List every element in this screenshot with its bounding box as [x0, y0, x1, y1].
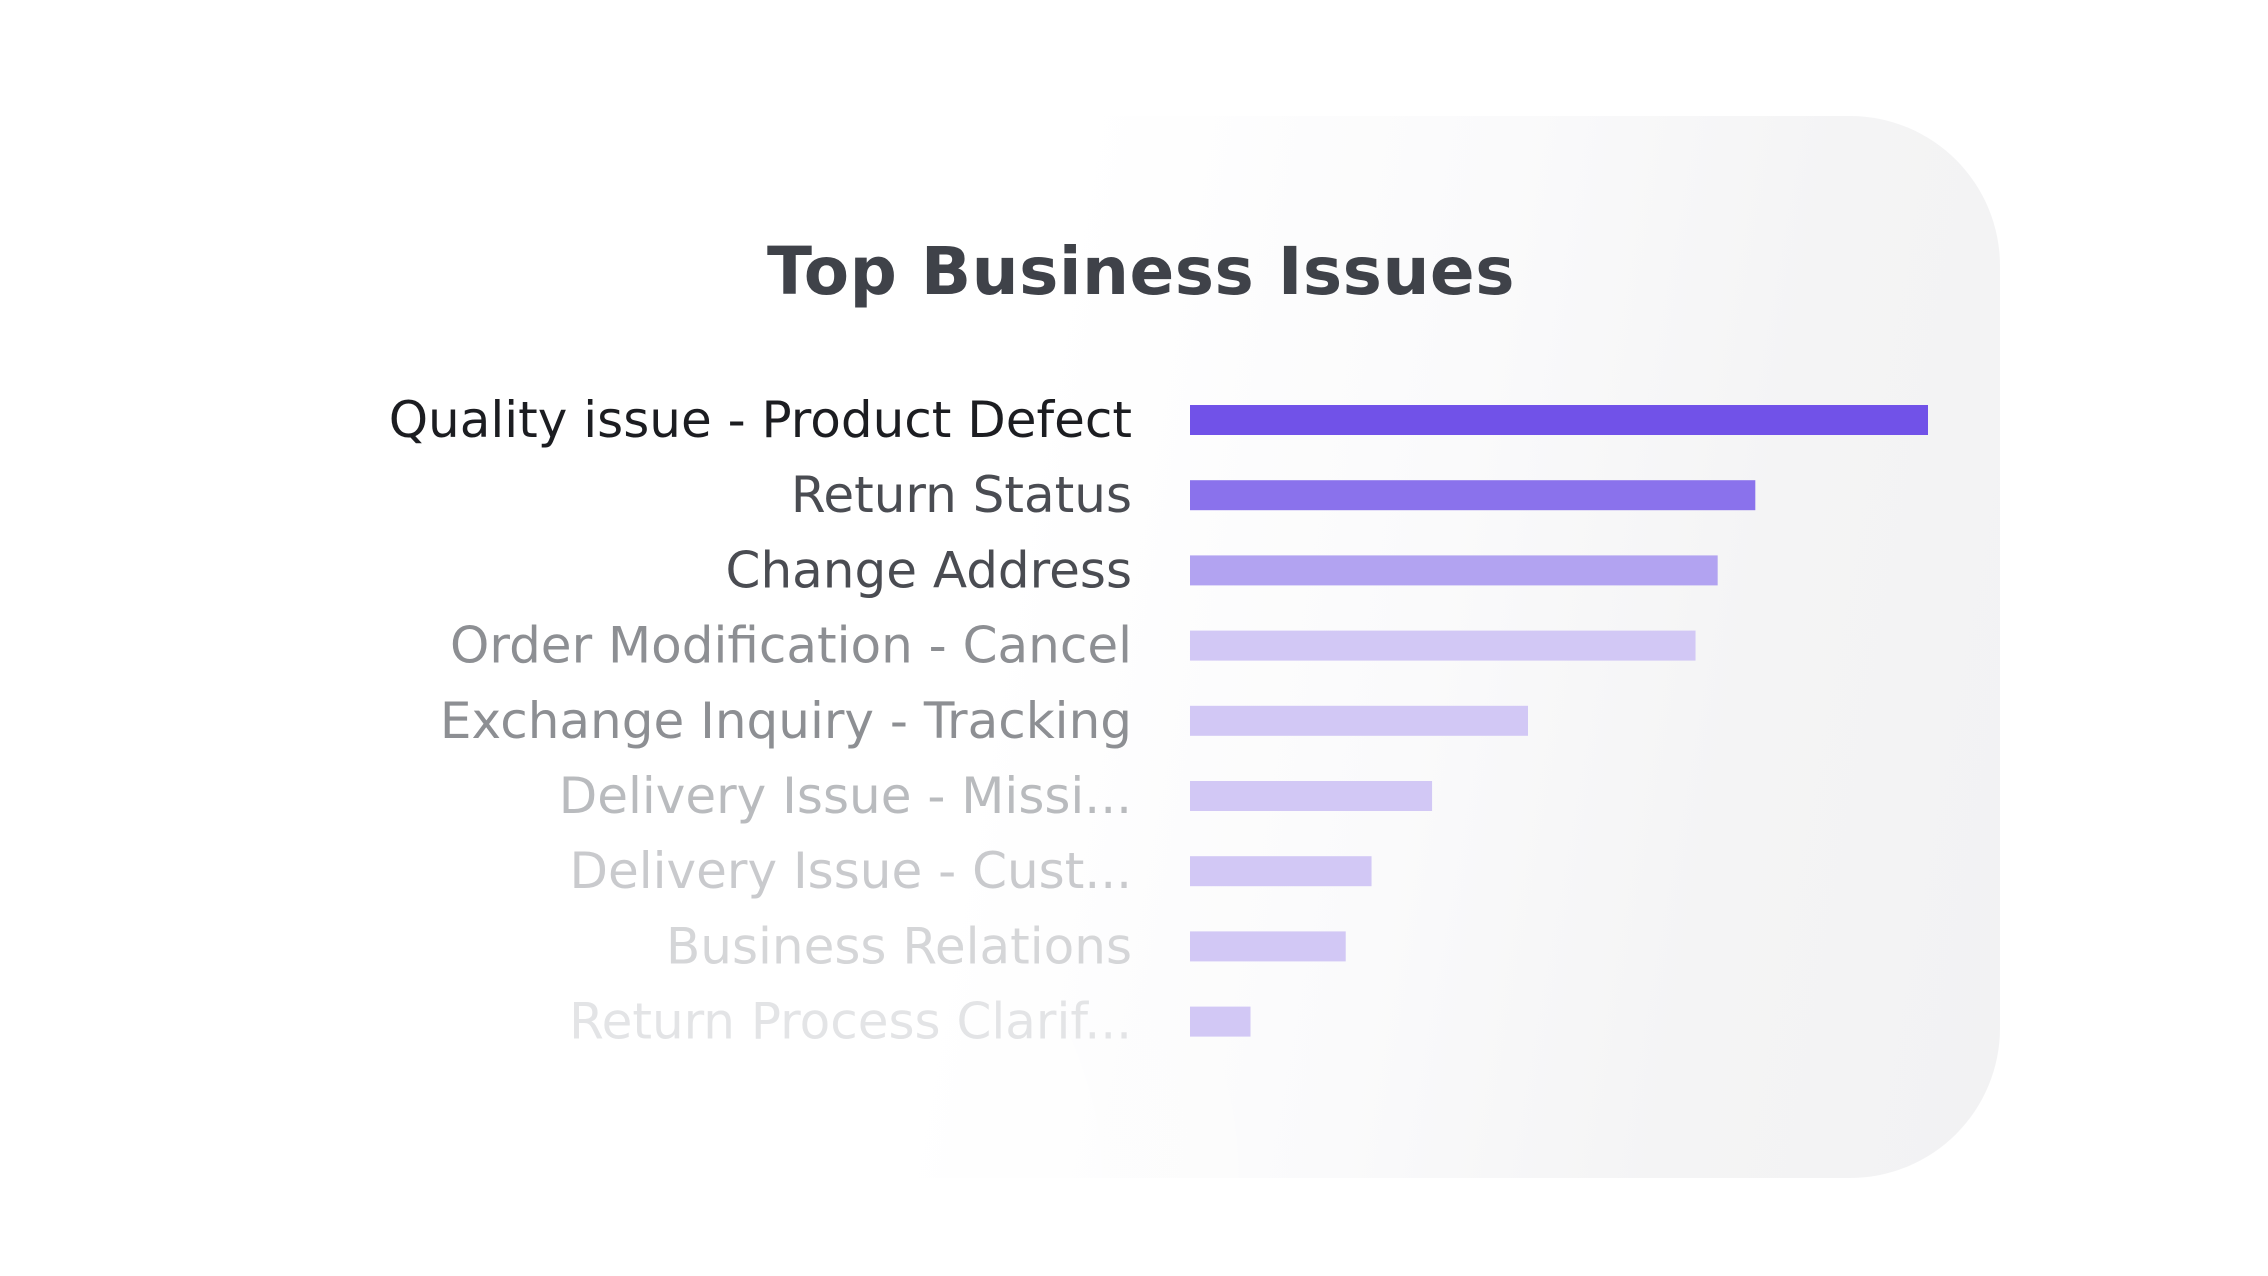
category-label: Delivery Issue - Cust... [570, 842, 1133, 900]
category-label: Exchange Inquiry - Tracking [440, 692, 1132, 750]
bars [1190, 405, 1928, 1037]
category-label: Change Address [726, 541, 1132, 599]
category-label: Return Process Clarif... [569, 993, 1132, 1051]
bar [1190, 931, 1346, 962]
category-labels: Quality issue - Product Defect Return Sta… [389, 391, 1132, 1051]
bar [1190, 705, 1529, 736]
category-label: Return Status [791, 466, 1132, 524]
bar [1190, 781, 1433, 811]
chart-title: Top Business Issues [767, 233, 1515, 310]
category-label: Delivery Issue - Missi... [559, 767, 1132, 825]
bar [1190, 630, 1696, 661]
category-label: Business Relations [666, 917, 1132, 975]
bar [1190, 856, 1372, 887]
bar [1190, 1006, 1251, 1037]
bar [1190, 405, 1928, 435]
category-label: Quality issue - Product Defect [389, 391, 1132, 449]
bar [1190, 555, 1718, 586]
bar [1190, 480, 1756, 511]
category-label: Order Modification - Cancel [450, 617, 1132, 675]
